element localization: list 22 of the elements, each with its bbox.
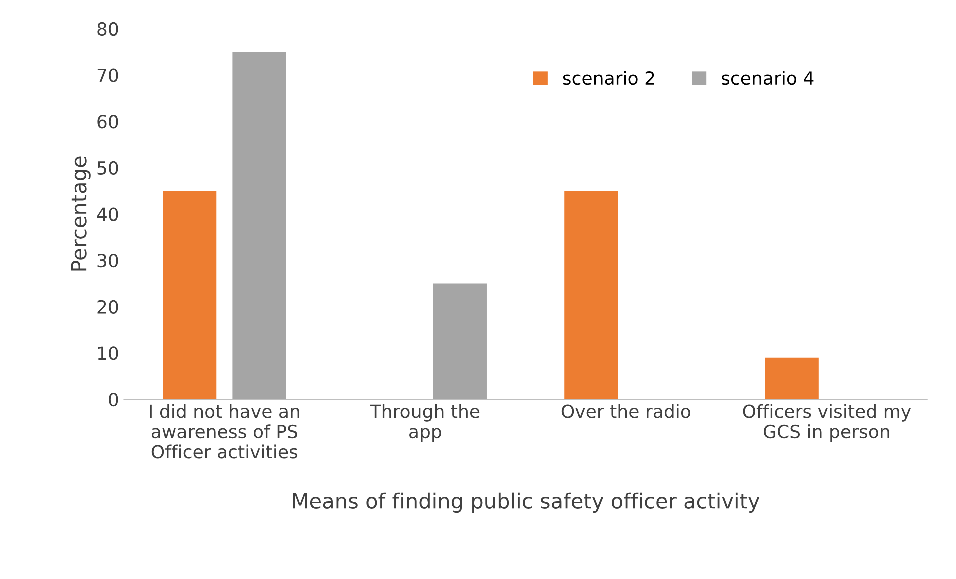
bar: [564, 191, 618, 400]
x-tick-label: Over the radio: [562, 404, 690, 418]
y-axis-title: Percentage: [71, 156, 91, 271]
legend-label: scenario 2: [563, 71, 654, 86]
y-tick-label: 40: [97, 208, 118, 222]
y-tick-label: 0: [109, 392, 118, 407]
legend-label: scenario 4: [722, 71, 814, 86]
x-axis-title: Means of finding public safety officer activity: [293, 492, 760, 513]
y-tick-label: 50: [98, 161, 118, 176]
x-tick-label: Officers visited my GCS in person: [743, 404, 912, 442]
y-tick-label: 30: [98, 254, 118, 268]
y-tick-label: 60: [98, 115, 118, 129]
bar: [232, 52, 286, 400]
bar: [163, 191, 217, 400]
x-tick-label: Through the app: [370, 404, 480, 442]
y-tick-label: 70: [98, 68, 118, 82]
bar: [433, 284, 487, 400]
y-tick-label: 20: [98, 300, 118, 314]
x-tick-label: I did not have an awareness of PS Officer activities: [150, 404, 300, 459]
y-tick-label: 80: [98, 22, 118, 36]
bar: [765, 358, 819, 400]
y-tick-label: 10: [98, 346, 118, 360]
